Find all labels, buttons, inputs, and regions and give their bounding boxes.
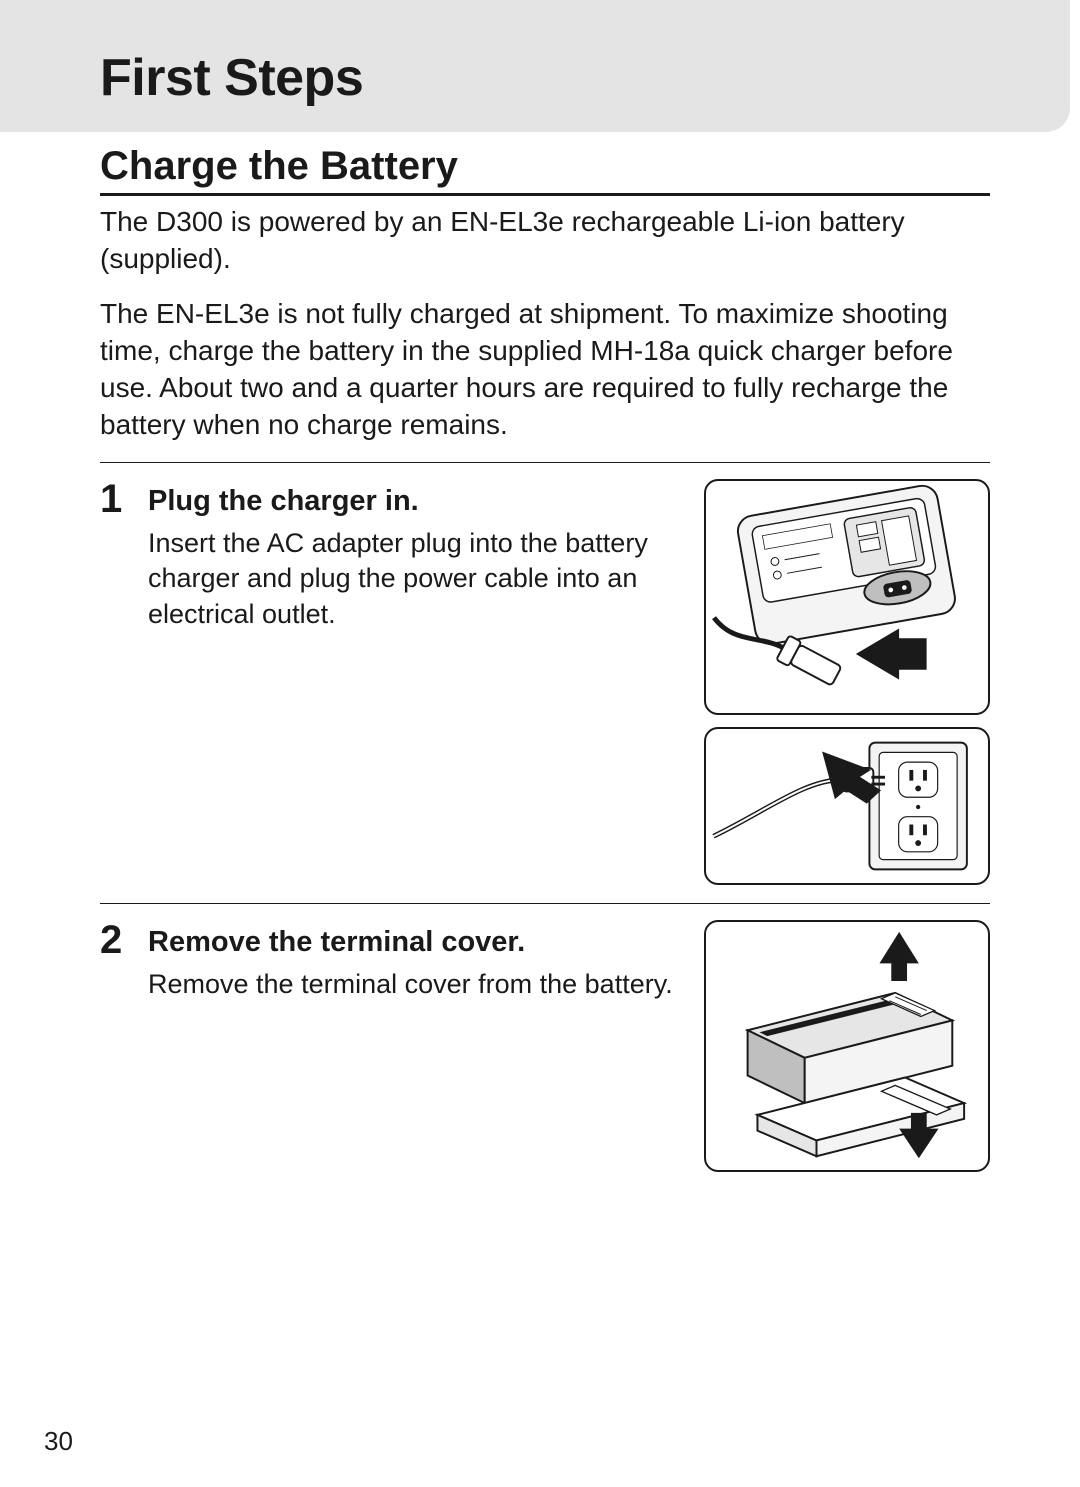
chapter-header: First Steps bbox=[0, 0, 1070, 132]
step-2: 2 Remove the terminal cover. Remove the … bbox=[100, 914, 990, 1172]
step-body: Remove the terminal cover. Remove the te… bbox=[148, 920, 686, 1003]
arrow-icon bbox=[856, 628, 927, 679]
separator bbox=[100, 462, 990, 463]
page-number: 30 bbox=[44, 1426, 73, 1457]
charger-plug-figure bbox=[704, 479, 990, 715]
chapter-title: First Steps bbox=[100, 48, 990, 108]
intro-paragraph-2: The EN-EL3e is not fully charged at ship… bbox=[100, 296, 990, 444]
step-title: Remove the terminal cover. bbox=[148, 926, 674, 959]
separator bbox=[100, 903, 990, 904]
step-body: Plug the charger in. Insert the AC adapt… bbox=[148, 479, 686, 633]
step-figures bbox=[704, 479, 990, 885]
section-title: Charge the Battery bbox=[100, 144, 990, 196]
battery-cover-figure bbox=[704, 920, 990, 1172]
page-content: Charge the Battery The D300 is powered b… bbox=[0, 132, 1080, 1172]
arrow-up-icon bbox=[879, 932, 918, 981]
step-number: 2 bbox=[100, 920, 130, 960]
step-number: 1 bbox=[100, 479, 130, 519]
step-text: Insert the AC adapter plug into the batt… bbox=[148, 526, 674, 633]
manual-page: First Steps Charge the Battery The D300 … bbox=[0, 0, 1080, 1487]
step-1: 1 Plug the charger in. Insert the AC ada… bbox=[100, 473, 990, 885]
step-title: Plug the charger in. bbox=[148, 485, 674, 518]
intro-paragraph-1: The D300 is powered by an EN-EL3e rechar… bbox=[100, 204, 990, 278]
step-text: Remove the terminal cover from the batte… bbox=[148, 967, 674, 1003]
step-figures bbox=[704, 920, 990, 1172]
wall-outlet-figure bbox=[704, 727, 990, 885]
